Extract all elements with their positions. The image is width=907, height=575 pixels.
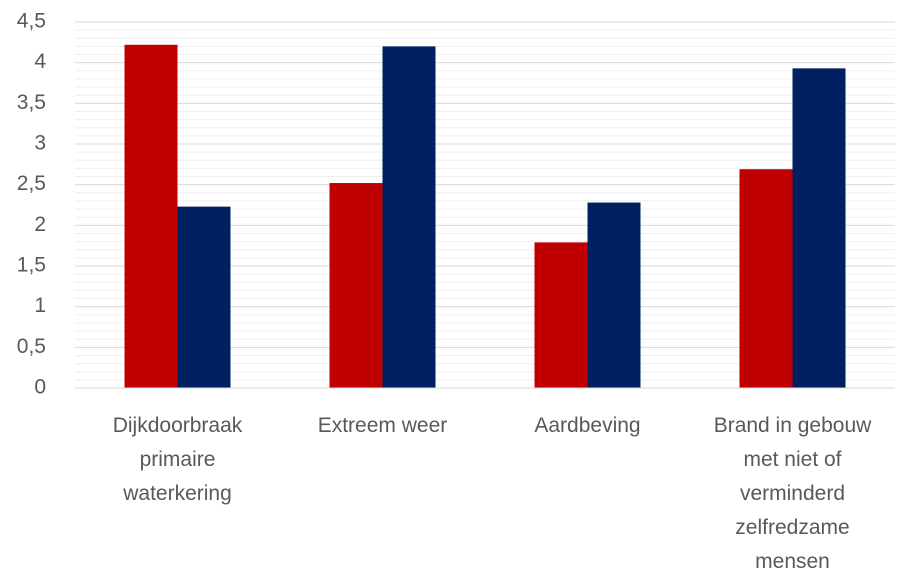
bar-series-2-category-3	[587, 202, 641, 388]
x-category-label-line: Brand in gebouw	[714, 414, 872, 437]
x-category-label-line: verminderd	[740, 482, 845, 505]
x-category-label: Dijkdoorbraak primaire waterkering	[113, 414, 243, 505]
x-category-label-line: mensen	[755, 550, 830, 573]
bar-series-1-category-2	[329, 183, 383, 388]
bar-series-2-category-2	[382, 46, 436, 389]
bar-series-1-category-3	[534, 242, 588, 388]
y-axis: 0 0,5 1 1,5 2 2,5 3 3,5 4 4,5	[17, 10, 47, 399]
x-category-label-line: Aardbeving	[534, 414, 640, 437]
y-tick-label: 0,5	[17, 335, 46, 358]
x-category-label-line: Dijkdoorbraak	[113, 414, 243, 437]
x-category-label-line: met niet of	[743, 448, 841, 471]
x-category-label: Brand in gebouw met niet of verminderd zelf…	[714, 414, 872, 573]
y-tick-label: 2,5	[17, 172, 46, 195]
y-tick-label: 3,5	[17, 91, 46, 114]
x-category-label: Extreem weer	[318, 414, 448, 437]
x-category-label-line: zelfredzame	[735, 516, 849, 539]
bar-series-1-category-1	[124, 44, 178, 388]
y-tick-label: 3	[34, 132, 46, 155]
y-tick-label: 4,5	[17, 10, 46, 33]
x-category-label-line: primaire	[140, 448, 216, 471]
bars	[124, 44, 846, 389]
bar-series-2-category-1	[177, 206, 231, 388]
bar-series-1-category-4	[739, 169, 793, 388]
y-tick-label: 2	[34, 213, 46, 236]
x-category-label-line: Extreem weer	[318, 414, 448, 437]
x-axis: Dijkdoorbraak primaire waterkering Extreem …	[113, 414, 872, 573]
bar-series-2-category-4	[792, 68, 846, 389]
y-tick-label: 4	[34, 50, 46, 73]
y-tick-label: 1,5	[17, 254, 46, 277]
y-tick-label: 0	[34, 376, 46, 399]
y-tick-label: 1	[34, 294, 46, 317]
x-category-label-line: waterkering	[122, 482, 232, 505]
x-category-label: Aardbeving	[534, 414, 640, 437]
